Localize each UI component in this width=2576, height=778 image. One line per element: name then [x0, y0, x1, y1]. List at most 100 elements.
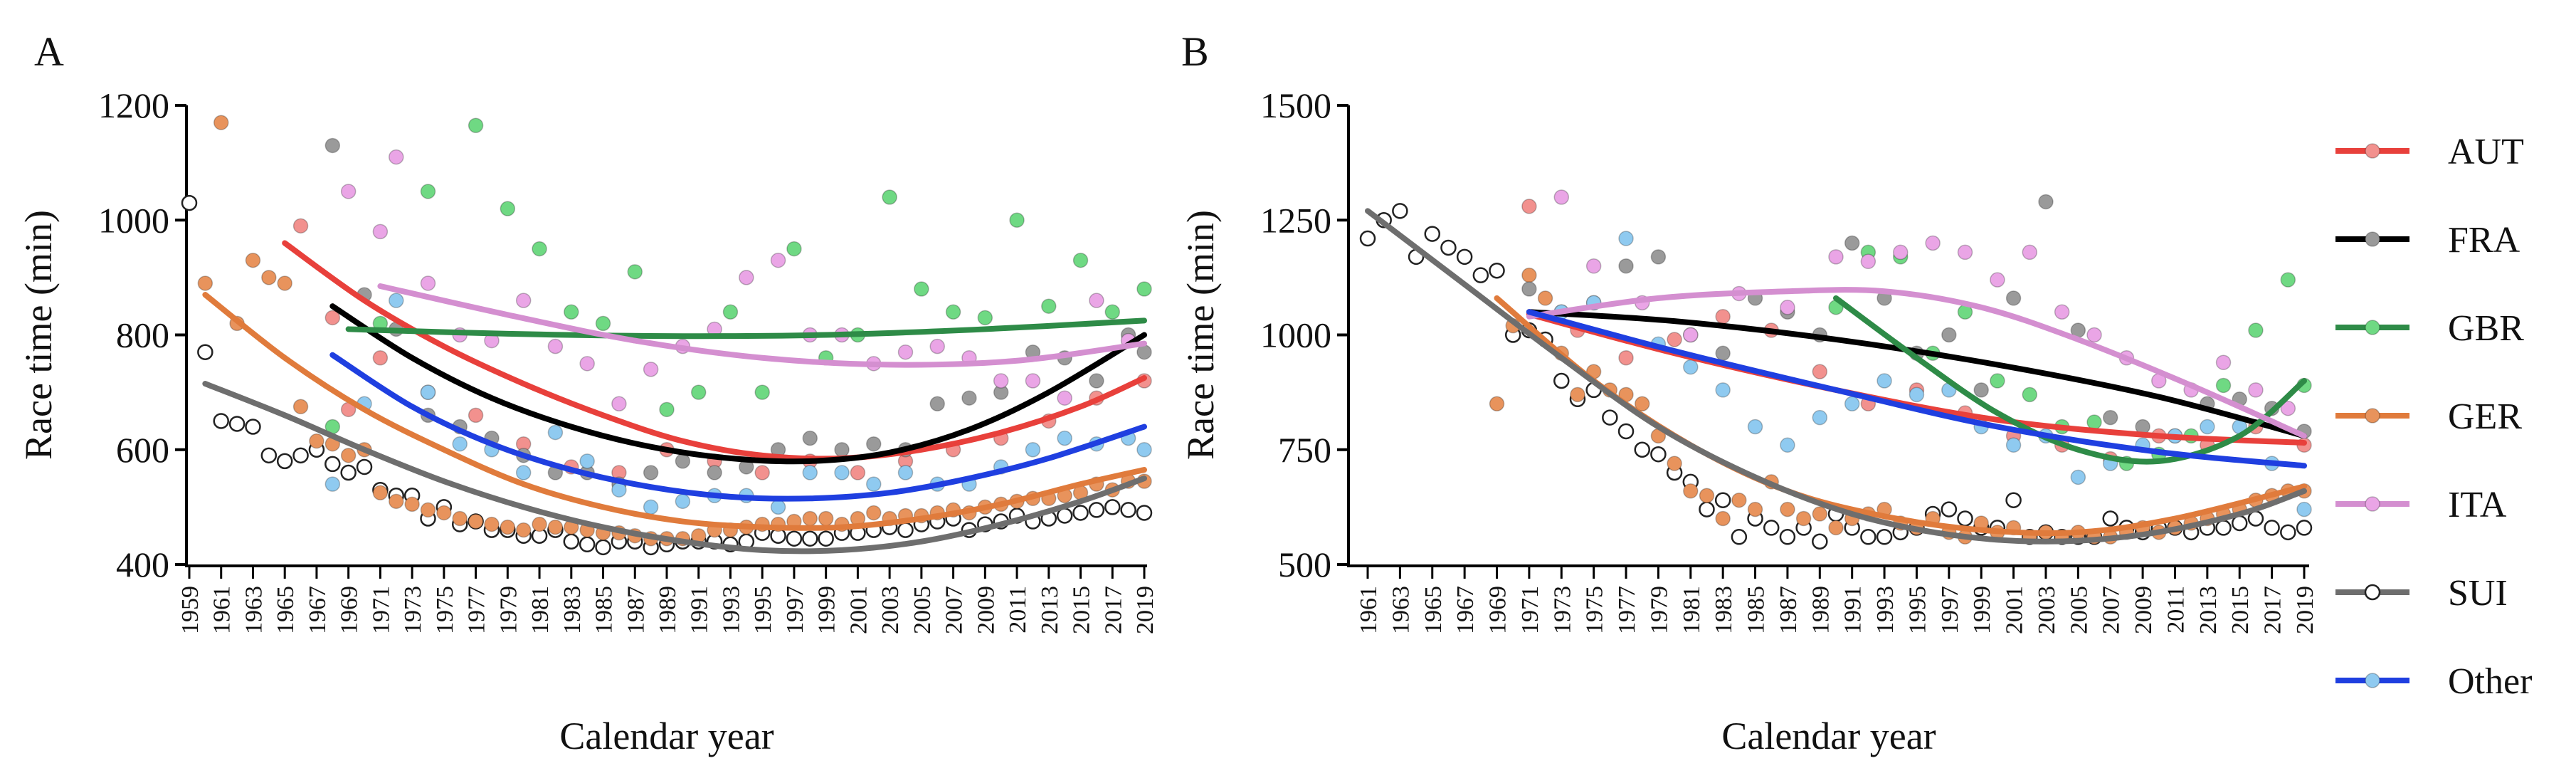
- data-point-ger: [1715, 510, 1731, 527]
- trend-line-ita: [1526, 287, 2307, 439]
- x-tick-label: 1969: [1485, 586, 1511, 634]
- data-point-ger: [1683, 483, 1699, 499]
- x-axis-title: Calendar year: [559, 715, 774, 757]
- x-tick-label: 2015: [1069, 586, 1095, 634]
- x-tick-label: 1999: [1969, 586, 1995, 634]
- x-tick-label: 1973: [1549, 586, 1575, 634]
- x-tick-label: 1961: [209, 586, 236, 634]
- data-point-ger: [261, 270, 277, 285]
- trend-line-other: [1526, 309, 2307, 469]
- data-point-other: [579, 453, 595, 469]
- data-point-ger: [1795, 510, 1812, 527]
- legend-swatch-marker: [2365, 673, 2380, 688]
- data-point-ita: [1990, 272, 2005, 288]
- data-point-gbr: [564, 304, 579, 320]
- data-point-gbr: [420, 184, 436, 199]
- x-tick-label: 1977: [464, 586, 490, 634]
- data-point-ger: [404, 496, 420, 512]
- y-tick-label: 1250: [1260, 200, 1331, 240]
- data-point-ita: [1585, 258, 1602, 274]
- data-point-other: [420, 384, 436, 400]
- x-tick-label: 2017: [2260, 586, 2286, 634]
- data-point-fra: [643, 465, 659, 480]
- x-tick-label: 1989: [655, 586, 681, 634]
- data-point-ita: [1553, 189, 1570, 205]
- x-tick-label: 1985: [591, 586, 618, 634]
- data-point-ger: [372, 485, 389, 500]
- data-point-ita: [1860, 253, 1876, 270]
- legend-label: GER: [2448, 396, 2522, 437]
- data-point-ger: [452, 510, 468, 527]
- data-point-sui: [1489, 262, 1505, 279]
- legend-label: SUI: [2448, 573, 2508, 614]
- data-point-other: [1876, 373, 1892, 389]
- data-point-fra: [1618, 258, 1634, 274]
- x-tick-label: 2011: [1005, 586, 1031, 634]
- legend-swatch-marker: [2364, 584, 2381, 601]
- trend-line-sui: [1365, 208, 2307, 545]
- data-point-ita: [770, 252, 786, 268]
- data-point-ger: [1634, 396, 1650, 411]
- data-point-ger: [1828, 520, 1844, 536]
- data-point-sui: [1876, 529, 1893, 545]
- trend-line-fra: [329, 303, 1147, 465]
- data-point-sui: [356, 458, 373, 475]
- legend-item-other: Other: [2335, 661, 2532, 702]
- data-point-ita: [2022, 244, 2038, 261]
- legend-label: AUT: [2448, 132, 2524, 172]
- data-point-sui: [1120, 502, 1136, 518]
- data-point-other: [1844, 396, 1860, 411]
- data-point-ita: [2215, 354, 2232, 370]
- x-tick-label: 1965: [273, 586, 299, 634]
- data-point-sui: [2280, 524, 2296, 541]
- data-point-sui: [276, 453, 293, 470]
- legend-item-ger: GER: [2335, 396, 2522, 437]
- data-point-sui: [197, 344, 213, 360]
- data-point-other: [547, 424, 564, 441]
- data-point-ger: [420, 502, 436, 518]
- data-point-gbr: [2215, 377, 2232, 394]
- legend-label: Other: [2448, 661, 2532, 702]
- y-tick-label: 750: [1278, 430, 1331, 470]
- data-point-ger: [1667, 456, 1682, 471]
- data-point-ita: [1025, 373, 1041, 389]
- data-point-ger: [802, 510, 818, 527]
- data-point-gbr: [1072, 252, 1089, 268]
- data-point-ger: [1570, 387, 1585, 403]
- legend-swatch-marker: [2365, 231, 2380, 247]
- trend-lines-layer: [202, 240, 1147, 554]
- legend-item-fra: FRA: [2335, 220, 2520, 261]
- data-point-sui: [1456, 248, 1473, 266]
- points-layer: [1359, 189, 2313, 550]
- data-point-gbr: [882, 189, 897, 205]
- data-point-other: [389, 293, 404, 308]
- x-tick-label: 1981: [1679, 586, 1705, 634]
- data-point-ita: [1893, 244, 1909, 261]
- legend-item-sui: SUI: [2335, 573, 2508, 614]
- data-point-ita: [340, 184, 357, 199]
- legend-swatch-marker: [2365, 408, 2380, 424]
- data-point-fra: [929, 396, 945, 411]
- x-tick-label: 1981: [527, 586, 554, 634]
- y-tick-label: 1200: [98, 85, 169, 125]
- data-point-sui: [181, 194, 198, 211]
- data-point-other: [802, 465, 818, 480]
- data-point-sui: [1553, 372, 1570, 389]
- data-point-gbr: [914, 281, 929, 297]
- data-point-sui: [818, 530, 834, 547]
- chart-panel-a: 400 600 800 1000 1200 1959 1961 1963 1965 1967 196…: [17, 85, 1158, 757]
- data-point-fra: [707, 465, 722, 480]
- data-point-fra: [2038, 194, 2054, 210]
- trend-line-ita: [377, 283, 1147, 368]
- data-point-aut: [754, 465, 770, 480]
- data-point-aut: [850, 465, 866, 480]
- x-tick-label: 2009: [2131, 586, 2157, 634]
- data-point-ger: [1780, 501, 1795, 517]
- data-point-fra: [1715, 345, 1731, 362]
- data-point-ger: [1537, 290, 1553, 306]
- data-point-fra: [834, 442, 850, 458]
- data-point-other: [866, 476, 882, 492]
- data-point-gbr: [754, 384, 770, 400]
- data-point-ger: [532, 516, 547, 532]
- data-point-aut: [1667, 332, 1682, 347]
